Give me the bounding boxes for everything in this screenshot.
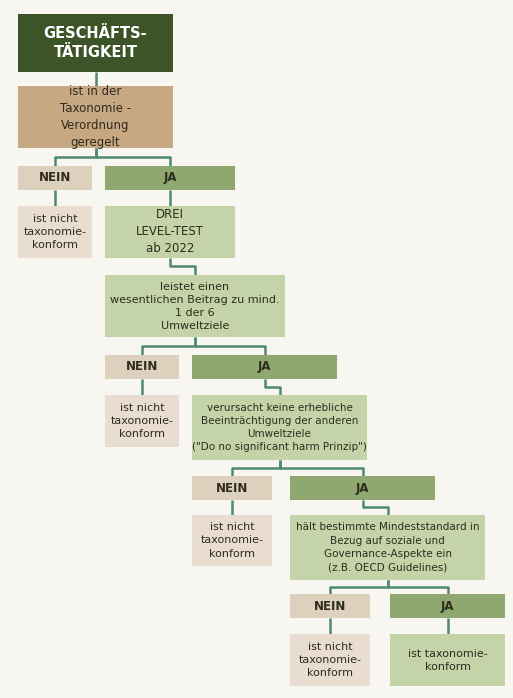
Text: ist nicht
taxonomie-
konform: ist nicht taxonomie- konform <box>299 642 362 678</box>
FancyBboxPatch shape <box>290 594 370 618</box>
FancyBboxPatch shape <box>390 634 505 686</box>
Text: ist taxonomie-
konform: ist taxonomie- konform <box>408 648 487 671</box>
Text: ist nicht
taxonomie-
konform: ist nicht taxonomie- konform <box>201 522 264 558</box>
Text: JA: JA <box>356 482 369 495</box>
FancyBboxPatch shape <box>390 594 505 618</box>
FancyBboxPatch shape <box>192 355 337 379</box>
Text: JA: JA <box>163 172 177 184</box>
FancyBboxPatch shape <box>18 15 173 72</box>
Text: NEIN: NEIN <box>314 600 346 613</box>
FancyBboxPatch shape <box>105 395 179 447</box>
FancyBboxPatch shape <box>290 476 435 500</box>
FancyBboxPatch shape <box>105 166 235 190</box>
FancyBboxPatch shape <box>290 514 485 580</box>
FancyBboxPatch shape <box>192 514 272 566</box>
Text: ist in der
Taxonomie -
Verordnung
geregelt: ist in der Taxonomie - Verordnung gerege… <box>60 85 131 149</box>
FancyBboxPatch shape <box>18 206 92 258</box>
Text: verursacht keine erhebliche
Beeinträchtigung der anderen
Umweltziele
("Do no sig: verursacht keine erhebliche Beeinträchti… <box>192 403 367 452</box>
Text: GESCHÄFTS-
TÄTIGKEIT: GESCHÄFTS- TÄTIGKEIT <box>44 26 147 61</box>
Text: hält bestimmte Mindeststandard in
Bezug auf soziale und
Governance-Aspekte ein
(: hält bestimmte Mindeststandard in Bezug … <box>296 522 479 572</box>
Text: JA: JA <box>258 360 271 373</box>
FancyBboxPatch shape <box>105 275 285 337</box>
FancyBboxPatch shape <box>192 395 367 460</box>
Text: JA: JA <box>441 600 454 613</box>
FancyBboxPatch shape <box>105 355 179 379</box>
FancyBboxPatch shape <box>18 86 173 149</box>
FancyBboxPatch shape <box>105 206 235 258</box>
Text: NEIN: NEIN <box>216 482 248 495</box>
Text: NEIN: NEIN <box>39 172 71 184</box>
Text: NEIN: NEIN <box>126 360 158 373</box>
Text: leistet einen
wesentlichen Beitrag zu mind.
1 der 6
Umweltziele: leistet einen wesentlichen Beitrag zu mi… <box>110 281 280 331</box>
Text: ist nicht
taxonomie-
konform: ist nicht taxonomie- konform <box>24 214 87 250</box>
Text: DREI
LEVEL-TEST
ab 2022: DREI LEVEL-TEST ab 2022 <box>136 208 204 255</box>
FancyBboxPatch shape <box>192 476 272 500</box>
FancyBboxPatch shape <box>290 634 370 686</box>
FancyBboxPatch shape <box>18 166 92 190</box>
Text: ist nicht
taxonomie-
konform: ist nicht taxonomie- konform <box>110 403 173 439</box>
